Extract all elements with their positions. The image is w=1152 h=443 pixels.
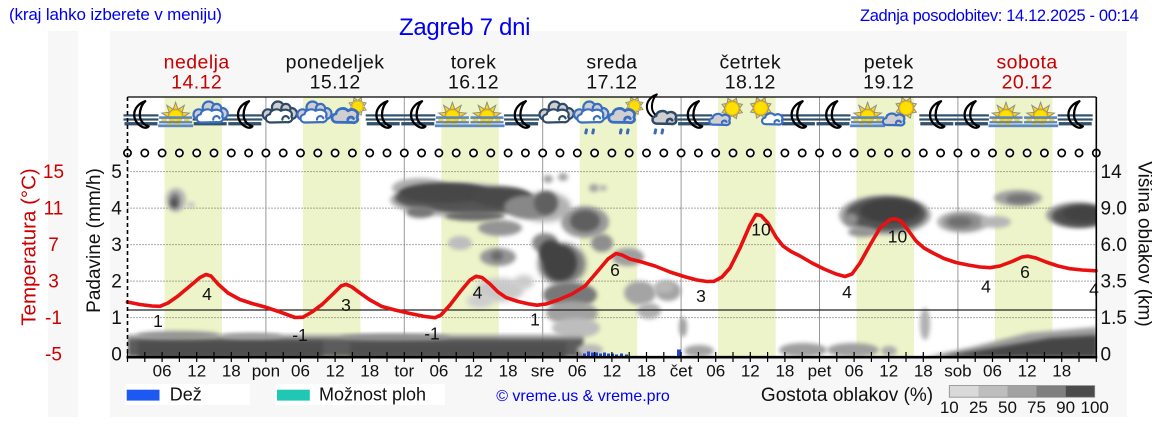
- svg-text:12: 12: [741, 362, 760, 381]
- svg-text:nedelja: nedelja: [164, 52, 230, 74]
- svg-text:11: 11: [44, 198, 64, 219]
- svg-text:© vreme.us & vreme.pro: © vreme.us & vreme.pro: [496, 388, 670, 405]
- svg-text:06: 06: [845, 362, 864, 381]
- svg-text:18: 18: [499, 362, 518, 381]
- svg-text:18: 18: [222, 362, 241, 381]
- svg-text:-1: -1: [292, 325, 308, 345]
- svg-text:Dež: Dež: [170, 385, 202, 405]
- svg-text:0: 0: [111, 344, 122, 365]
- svg-text:14: 14: [1101, 162, 1123, 183]
- svg-text:1: 1: [111, 308, 122, 329]
- svg-text:100: 100: [1081, 398, 1109, 417]
- svg-text:12: 12: [1018, 362, 1037, 381]
- svg-text:17.12: 17.12: [586, 72, 637, 94]
- svg-text:torek: torek: [451, 52, 497, 74]
- svg-text:1.5: 1.5: [1101, 308, 1127, 329]
- svg-text:06: 06: [568, 362, 587, 381]
- svg-text:10: 10: [888, 227, 908, 247]
- svg-text:06: 06: [429, 362, 448, 381]
- svg-text:14.12: 14.12: [171, 72, 222, 94]
- svg-text:sob: sob: [944, 362, 971, 381]
- svg-text:5: 5: [111, 162, 122, 183]
- svg-text:06: 06: [291, 362, 310, 381]
- svg-text:3: 3: [111, 235, 122, 256]
- svg-text:Višina oblakov (km): Višina oblakov (km): [1134, 161, 1152, 326]
- svg-text:čet: čet: [670, 362, 693, 381]
- svg-text:pet: pet: [808, 362, 832, 381]
- svg-text:4: 4: [842, 282, 852, 302]
- svg-text:18: 18: [775, 362, 794, 381]
- svg-text:12: 12: [326, 362, 345, 381]
- svg-text:-1: -1: [424, 324, 440, 344]
- svg-text:18.12: 18.12: [725, 72, 776, 94]
- svg-text:četrtek: četrtek: [719, 52, 781, 74]
- svg-text:15.12: 15.12: [310, 72, 361, 94]
- svg-text:18: 18: [360, 362, 379, 381]
- svg-text:10: 10: [940, 398, 959, 417]
- svg-text:-1: -1: [45, 308, 62, 329]
- svg-text:6: 6: [610, 260, 620, 280]
- svg-text:90: 90: [1056, 398, 1075, 417]
- svg-text:06: 06: [983, 362, 1002, 381]
- svg-text:18: 18: [637, 362, 656, 381]
- svg-text:1: 1: [153, 311, 163, 331]
- svg-text:19.12: 19.12: [863, 72, 914, 94]
- svg-text:06: 06: [153, 362, 172, 381]
- svg-text:75: 75: [1027, 398, 1046, 417]
- svg-text:1: 1: [530, 310, 540, 330]
- svg-text:Gostota oblakov (%): Gostota oblakov (%): [761, 385, 933, 406]
- svg-text:pon: pon: [252, 362, 280, 381]
- svg-text:sreda: sreda: [586, 52, 637, 74]
- svg-text:4: 4: [981, 276, 991, 296]
- svg-text:4: 4: [473, 283, 483, 303]
- svg-text:15: 15: [43, 162, 64, 183]
- svg-text:tor: tor: [394, 362, 414, 381]
- svg-text:4: 4: [111, 198, 122, 219]
- svg-text:18: 18: [914, 362, 933, 381]
- svg-text:sre: sre: [531, 362, 555, 381]
- svg-text:-5: -5: [45, 344, 62, 365]
- svg-text:10: 10: [751, 220, 771, 240]
- svg-text:Padavine (mm/h): Padavine (mm/h): [84, 168, 105, 313]
- svg-text:50: 50: [998, 398, 1017, 417]
- svg-text:12: 12: [187, 362, 206, 381]
- svg-text:4: 4: [1089, 279, 1099, 299]
- svg-text:petek: petek: [864, 52, 914, 74]
- svg-text:12: 12: [879, 362, 898, 381]
- svg-text:6.0: 6.0: [1101, 235, 1127, 256]
- svg-text:06: 06: [706, 362, 725, 381]
- svg-text:25: 25: [969, 398, 988, 417]
- svg-text:6: 6: [1020, 262, 1030, 282]
- svg-text:3: 3: [341, 295, 351, 315]
- svg-text:20.12: 20.12: [1002, 72, 1053, 94]
- svg-text:18: 18: [1052, 362, 1071, 381]
- svg-text:2: 2: [111, 271, 122, 292]
- svg-text:9.0: 9.0: [1101, 198, 1127, 219]
- svg-text:Temperatura (°C): Temperatura (°C): [17, 168, 40, 325]
- svg-text:Možnost ploh: Možnost ploh: [319, 385, 426, 405]
- svg-text:3: 3: [48, 271, 59, 292]
- svg-text:16.12: 16.12: [448, 72, 499, 94]
- svg-text:ponedeljek: ponedeljek: [286, 52, 385, 74]
- svg-text:7: 7: [48, 235, 59, 256]
- svg-text:sobota: sobota: [996, 52, 1057, 74]
- svg-text:3.5: 3.5: [1101, 271, 1127, 292]
- svg-text:0: 0: [1101, 344, 1112, 365]
- svg-text:12: 12: [602, 362, 621, 381]
- svg-text:12: 12: [464, 362, 483, 381]
- svg-text:4: 4: [202, 284, 212, 304]
- svg-text:3: 3: [696, 286, 706, 306]
